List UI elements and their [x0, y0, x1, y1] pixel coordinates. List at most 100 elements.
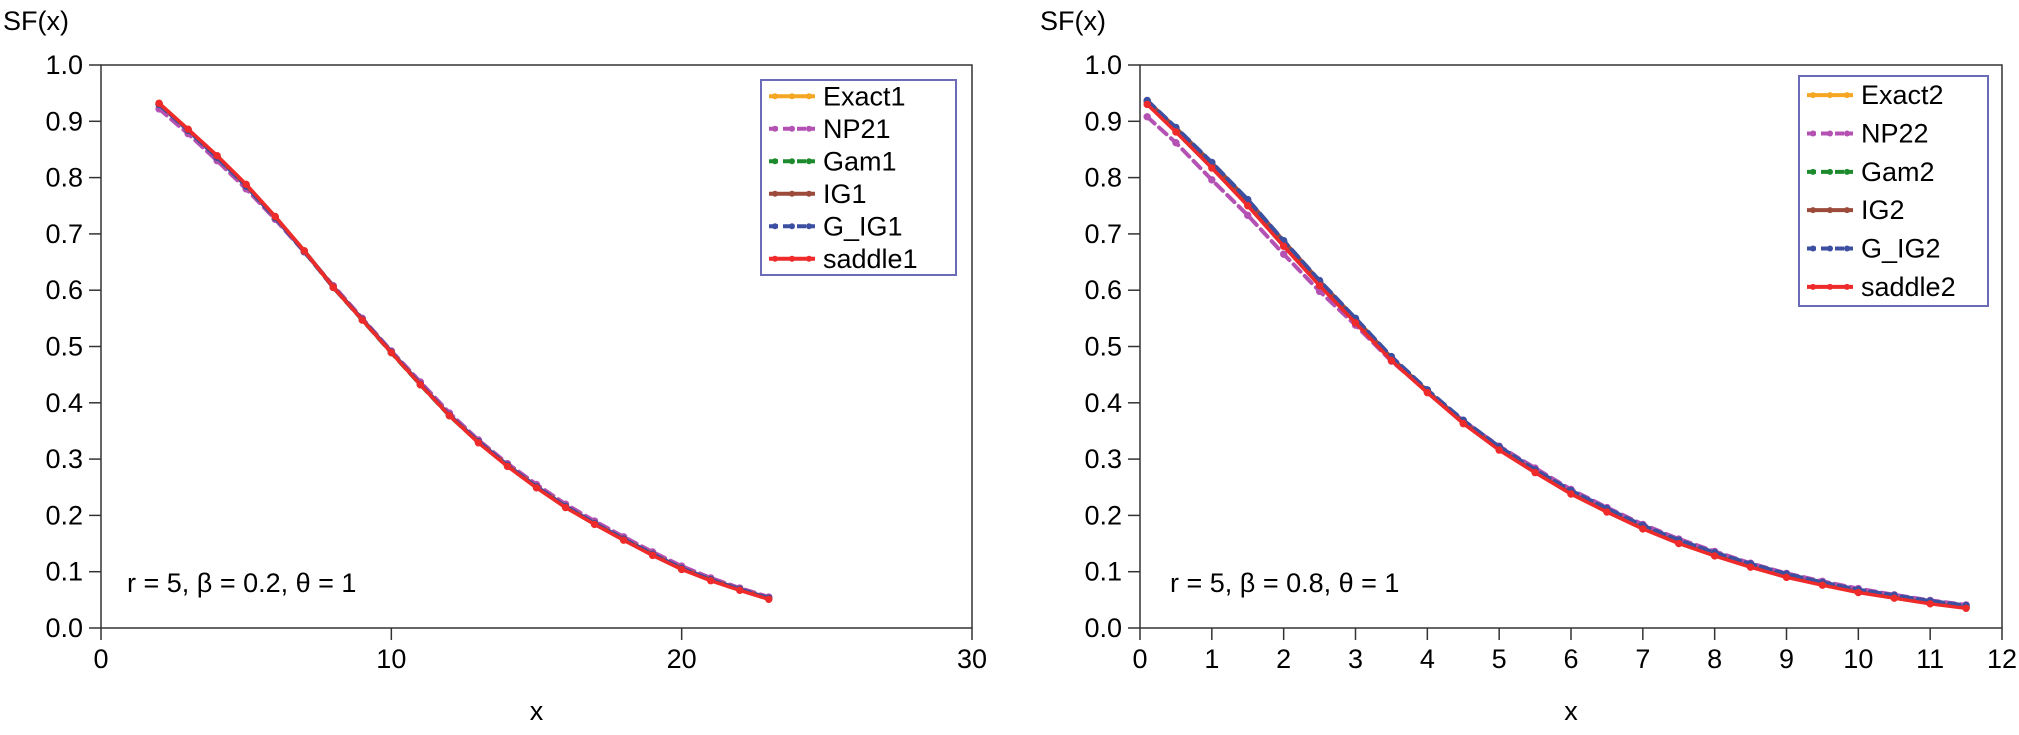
- legend-marker: [772, 255, 778, 262]
- data-point: [1710, 552, 1719, 560]
- legend-item-IG2: IG2: [1807, 195, 1905, 225]
- legend: Exact2 NP22 Gam2 IG2 G_IG2 saddle2: [1798, 75, 1989, 307]
- data-point: [300, 247, 308, 255]
- y-tick-label: 0.3: [45, 444, 83, 474]
- data-point: [1962, 604, 1970, 612]
- series-line: [157, 106, 771, 599]
- data-point: [1926, 600, 1934, 608]
- data-point: [1495, 446, 1503, 454]
- y-tick-label: 0.2: [45, 500, 83, 530]
- legend-marker: [1810, 130, 1816, 137]
- y-tick-label: 0.7: [45, 219, 83, 249]
- legend-marker: [1810, 245, 1816, 252]
- data-point: [1423, 388, 1432, 397]
- x-tick-label: 30: [957, 644, 987, 674]
- y-axis-label: SF(x): [1040, 6, 1106, 36]
- legend-item-saddle2: saddle2: [1807, 272, 1956, 302]
- data-point: [416, 381, 425, 389]
- legend-marker: [772, 190, 778, 197]
- data-point: [1890, 594, 1898, 602]
- legend-item-G_IG2: G_IG2: [1807, 234, 1941, 264]
- series-line: [157, 102, 771, 601]
- data-point: [242, 180, 250, 189]
- y-tick-label: 0.5: [45, 332, 83, 362]
- y-tick-label: 0.7: [1084, 219, 1122, 249]
- legend-item-saddle1: saddle1: [769, 244, 918, 274]
- data-point: [474, 439, 483, 447]
- legend-label: NP22: [1861, 119, 1929, 149]
- legend-marker: [789, 93, 795, 100]
- data-point: [736, 586, 744, 594]
- data-point: [184, 125, 192, 133]
- x-tick-label: 3: [1348, 644, 1363, 674]
- data-point: [1531, 468, 1539, 477]
- y-tick-label: 0.6: [45, 275, 83, 305]
- data-point: [1567, 490, 1575, 498]
- legend-item-IG1: IG1: [769, 179, 867, 209]
- series-line: [157, 102, 771, 601]
- data-point: [590, 520, 599, 529]
- data-point: [1315, 281, 1324, 290]
- legend-label: Exact2: [1861, 80, 1944, 110]
- legend-label: saddle1: [823, 244, 918, 274]
- legend-marker: [1827, 130, 1833, 137]
- y-tick-label: 0.9: [1084, 106, 1122, 136]
- y-tick-label: 0.0: [1084, 613, 1122, 643]
- legend-item-Gam1: Gam1: [769, 146, 897, 176]
- series-line: [1145, 98, 1969, 608]
- legend-label: IG2: [1861, 195, 1905, 225]
- data-point: [213, 151, 221, 160]
- x-axis-label: x: [1564, 696, 1578, 726]
- data-point: [1172, 128, 1180, 136]
- x-tick-label: 2: [1276, 644, 1291, 674]
- legend-marker: [789, 190, 795, 197]
- y-tick-label: 0.5: [1084, 332, 1122, 362]
- legend-item-Exact2: Exact2: [1807, 80, 1944, 110]
- series-saddle1: [155, 99, 773, 603]
- legend-marker: [806, 223, 812, 230]
- legend-marker: [1844, 283, 1850, 290]
- x-tick-label: 10: [376, 644, 406, 674]
- legend-marker: [1827, 283, 1833, 290]
- series-G_IG1: [155, 100, 773, 602]
- legend-box: [760, 79, 957, 276]
- data-point: [1279, 242, 1288, 250]
- data-point: [648, 551, 657, 560]
- legend-marker: [1844, 245, 1850, 252]
- series-line: [1145, 102, 1968, 611]
- data-point: [1143, 100, 1151, 109]
- legend-marker: [1827, 168, 1833, 175]
- x-tick-label: 9: [1779, 644, 1794, 674]
- legend-item-Exact1: Exact1: [769, 81, 906, 111]
- legend-marker: [1810, 207, 1816, 214]
- data-point: [561, 503, 570, 512]
- data-point: [271, 212, 279, 221]
- x-tick-label: 7: [1635, 644, 1650, 674]
- series-Exact1: [155, 99, 773, 603]
- x-tick-label: 0: [93, 644, 108, 674]
- data-point: [358, 316, 366, 324]
- chart-2: 0.00.10.20.30.40.50.60.70.80.91.00 1 2 3 4 5 6…: [1040, 6, 2017, 726]
- y-tick-label: 0.8: [45, 163, 83, 193]
- y-tick-label: 0.0: [45, 613, 83, 643]
- legend-label: saddle2: [1861, 272, 1956, 302]
- x-tick-label: 8: [1707, 644, 1722, 674]
- y-tick-label: 0.3: [1084, 444, 1122, 474]
- series-IG1: [155, 100, 773, 602]
- x-tick-label: 12: [1987, 644, 2017, 674]
- data-point: [619, 536, 628, 544]
- legend-marker: [1827, 245, 1833, 252]
- series-line: [157, 101, 771, 601]
- x-tick-label: 1: [1204, 644, 1219, 674]
- y-tick-label: 0.1: [1084, 557, 1122, 587]
- legend-marker: [772, 223, 778, 230]
- data-point: [387, 348, 396, 357]
- data-point: [707, 577, 715, 585]
- legend-item-NP22: NP22: [1807, 119, 1929, 149]
- legend-marker: [806, 93, 812, 100]
- data-point: [1172, 138, 1180, 147]
- legend-label: Gam1: [823, 146, 897, 176]
- data-point: [532, 484, 541, 492]
